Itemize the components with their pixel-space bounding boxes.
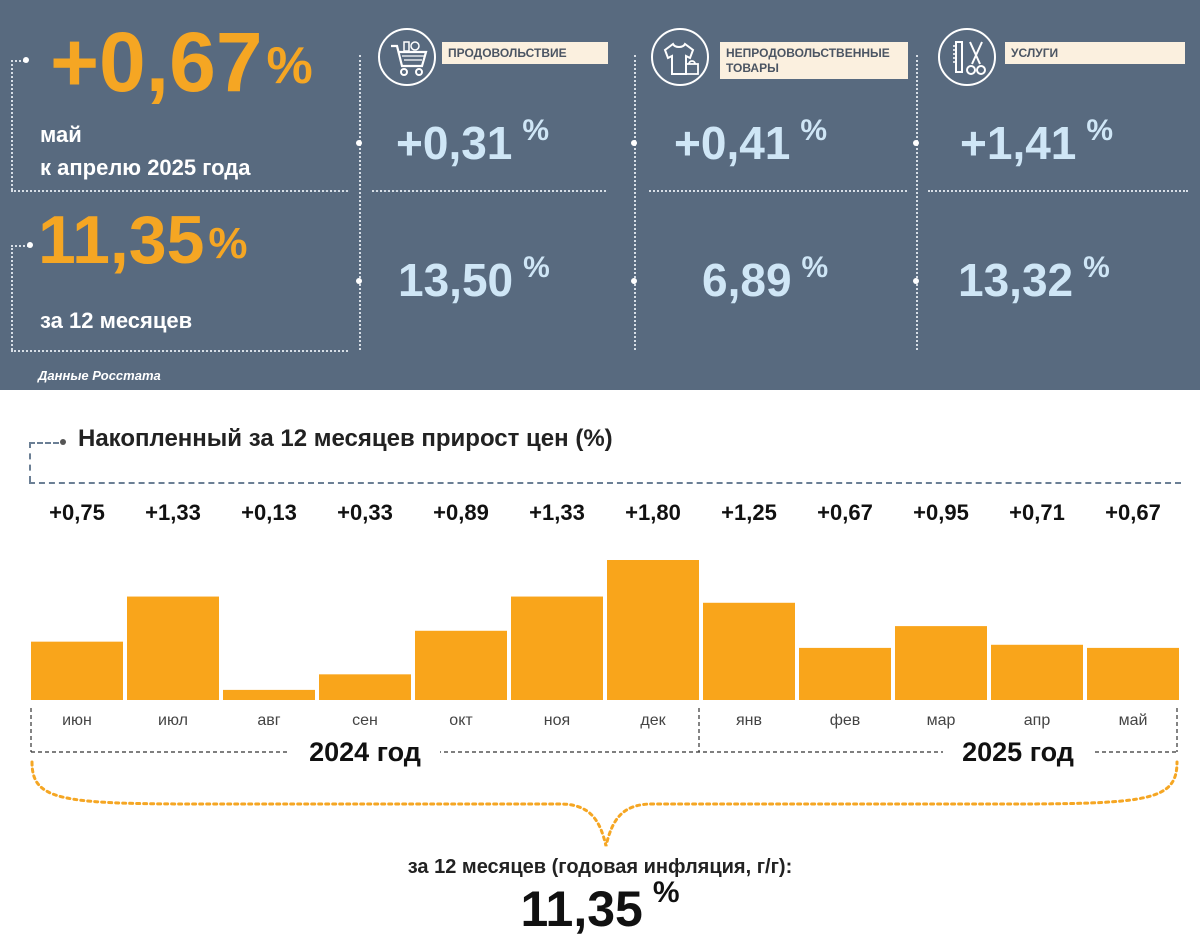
value-label: +1,80 [625, 500, 681, 525]
month-label: ноя [544, 712, 570, 729]
bar-июн [31, 641, 123, 700]
month-label: май [1119, 712, 1148, 729]
month-label: сен [352, 712, 378, 729]
year-label-bg [943, 736, 1093, 766]
divider [372, 190, 606, 192]
bullet-dot [631, 278, 637, 284]
bar-ноя [511, 596, 603, 700]
bar-дек [607, 560, 699, 700]
divider [11, 245, 13, 350]
bar-янв [703, 602, 795, 700]
bar-фев [799, 647, 891, 700]
value-label: +1,25 [721, 500, 777, 525]
chart-frame-line [29, 442, 31, 482]
value-label: +0,75 [49, 500, 105, 525]
bar-май [1087, 647, 1179, 700]
category-label-food: ПРОДОВОЛЬСТВИЕ [442, 42, 608, 64]
value-label: +0,67 [1105, 500, 1161, 525]
scissors-comb-icon [938, 28, 996, 86]
services-monthly-value: +1,41% [960, 114, 1114, 169]
monthly-inflation-value: +0,67% [50, 15, 313, 109]
bar-июл [127, 596, 219, 700]
bullet-dot [913, 278, 919, 284]
value-label: +0,13 [241, 500, 297, 525]
value-label: +0,67 [817, 500, 873, 525]
divider [916, 55, 918, 350]
divider [11, 350, 348, 352]
summary-panel: +0,67% май к апрелю 2025 года 11,35% за … [0, 0, 1200, 390]
category-label-nonfood: НЕПРОДОВОЛЬСТВЕННЫЕ ТОВАРЫ [720, 42, 908, 79]
bullet-dot [60, 439, 66, 445]
month-label: июн [62, 712, 92, 729]
category-label-services: УСЛУГИ [1005, 42, 1185, 64]
shopping-cart-icon [378, 28, 436, 86]
year-label-bg [290, 736, 440, 766]
curly-brace-path [30, 760, 1179, 847]
food-monthly-value: +0,31% [396, 114, 550, 169]
value-label: +1,33 [145, 500, 201, 525]
month-label: дек [640, 712, 666, 729]
value-label: +1,33 [529, 500, 585, 525]
bar-мар [895, 626, 987, 700]
data-source: Данные Росстата [38, 368, 161, 383]
bullet-dot [356, 140, 362, 146]
value-label: +0,33 [337, 500, 393, 525]
annual-caption: за 12 месяцев [40, 308, 193, 333]
bullet-dot [913, 140, 919, 146]
divider [11, 60, 13, 190]
divider [11, 190, 348, 192]
chart-title: Накопленный за 12 месяцев прирост цен (%… [78, 425, 613, 452]
footer-annual-value: 11,35% [520, 876, 680, 937]
month-label: мар [927, 712, 956, 729]
divider [634, 55, 636, 350]
nonfood-monthly-value: +0,41% [674, 114, 828, 169]
bullet-dot [356, 278, 362, 284]
divider [11, 245, 29, 247]
bullet-dot [631, 140, 637, 146]
month-label: окт [449, 712, 473, 729]
divider [359, 55, 361, 350]
footer-caption: за 12 месяцев (годовая инфляция, г/г): [407, 856, 793, 878]
month-label: фев [830, 712, 861, 729]
curly-brace [30, 760, 1179, 847]
value-label: +0,89 [433, 500, 489, 525]
month-label: апр [1024, 712, 1051, 729]
year-label: 2024 год [309, 737, 421, 767]
monthly-caption: май к апрелю 2025 года [40, 122, 251, 180]
divider [649, 190, 907, 192]
month-label: авг [257, 712, 280, 729]
bar-сен [319, 674, 411, 700]
bar-апр [991, 644, 1083, 700]
year-label: 2025 год [962, 737, 1074, 767]
bar-chart: +0,75 июн +1,33 июл +0,13 авг +0,33 сен +0,89 окт… [30, 500, 1179, 767]
value-label: +0,71 [1009, 500, 1065, 525]
food-annual-value: 13,50% [398, 251, 550, 306]
chart-frame-line [29, 442, 59, 444]
chart-frame-line [29, 482, 1181, 484]
nonfood-annual-value: 6,89% [702, 251, 829, 306]
bar-авг [223, 689, 315, 700]
month-label: янв [736, 712, 762, 729]
bullet-dot [23, 57, 29, 63]
divider [11, 60, 25, 62]
bullet-dot [27, 242, 33, 248]
divider [928, 190, 1188, 192]
month-label: июл [158, 712, 188, 729]
value-label: +0,95 [913, 500, 969, 525]
clothing-icon [651, 28, 709, 86]
bar-окт [415, 630, 507, 700]
annual-inflation-value: 11,35% [38, 202, 248, 278]
services-annual-value: 13,32% [958, 251, 1110, 306]
